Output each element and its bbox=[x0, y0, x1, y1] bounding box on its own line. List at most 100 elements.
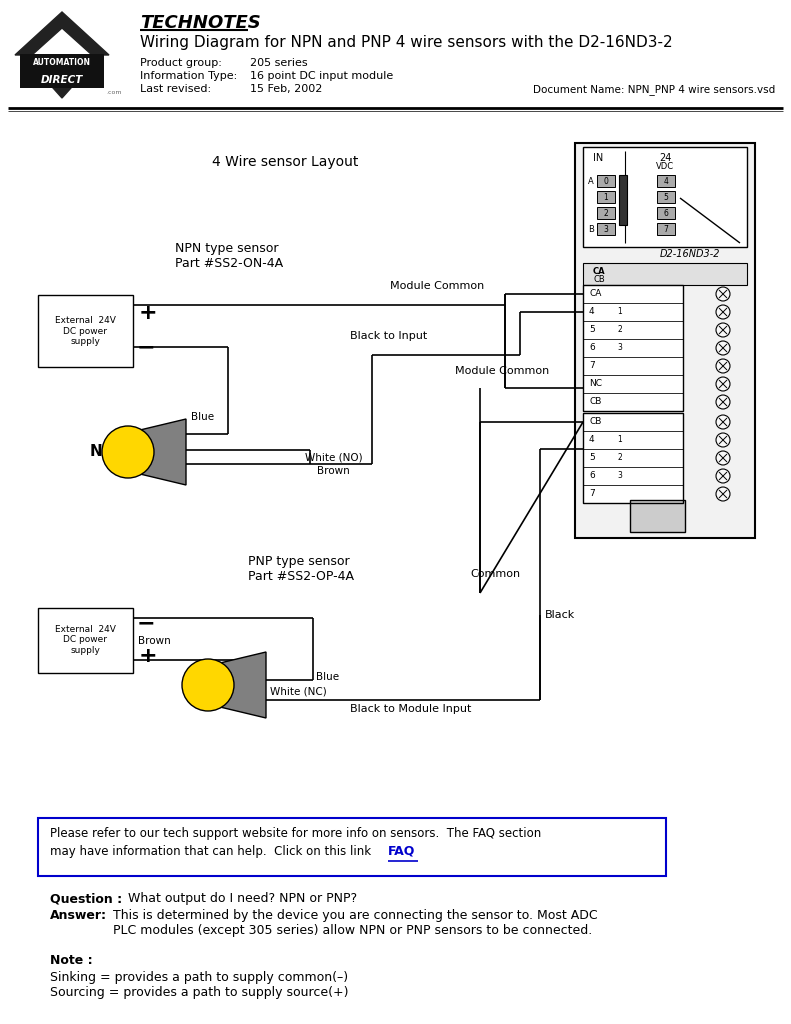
Circle shape bbox=[716, 469, 730, 483]
Bar bbox=[583, 339, 683, 357]
Text: −: − bbox=[137, 337, 156, 357]
Text: Module Common: Module Common bbox=[455, 366, 549, 376]
Bar bbox=[619, 175, 627, 225]
Bar bbox=[583, 375, 683, 393]
Polygon shape bbox=[220, 652, 266, 718]
Text: 5: 5 bbox=[589, 454, 595, 463]
Text: IN: IN bbox=[593, 153, 604, 163]
Text: Common: Common bbox=[470, 569, 520, 579]
Circle shape bbox=[716, 323, 730, 337]
Circle shape bbox=[716, 487, 730, 501]
Bar bbox=[20, 71, 104, 88]
Text: A: A bbox=[589, 176, 594, 185]
Circle shape bbox=[716, 359, 730, 373]
Circle shape bbox=[716, 377, 730, 391]
Text: PNP type sensor
Part #SS2-OP-4A: PNP type sensor Part #SS2-OP-4A bbox=[248, 555, 354, 583]
Text: 4: 4 bbox=[589, 435, 595, 444]
Text: NPN type sensor
Part #SS2-ON-4A: NPN type sensor Part #SS2-ON-4A bbox=[175, 242, 283, 270]
Bar bbox=[583, 321, 683, 339]
Text: 2: 2 bbox=[604, 209, 608, 217]
Text: Black: Black bbox=[545, 610, 575, 620]
Text: 1: 1 bbox=[618, 435, 623, 444]
Bar bbox=[38, 295, 133, 367]
Text: Last revised:: Last revised: bbox=[140, 84, 211, 94]
Polygon shape bbox=[28, 60, 96, 98]
Bar bbox=[38, 818, 666, 876]
Bar bbox=[657, 175, 675, 187]
Bar bbox=[657, 223, 675, 234]
Bar bbox=[657, 207, 675, 219]
Circle shape bbox=[716, 305, 730, 319]
Text: 15 Feb, 2002: 15 Feb, 2002 bbox=[250, 84, 323, 94]
Text: 205 series: 205 series bbox=[250, 58, 308, 68]
Text: 3: 3 bbox=[618, 343, 623, 352]
Text: 6: 6 bbox=[664, 209, 668, 217]
Text: 3: 3 bbox=[618, 471, 623, 480]
Bar bbox=[583, 147, 747, 247]
Text: CB: CB bbox=[589, 418, 601, 427]
Bar bbox=[583, 467, 683, 485]
Text: External  24V
DC power
supply: External 24V DC power supply bbox=[55, 625, 115, 655]
Circle shape bbox=[716, 395, 730, 409]
Text: Answer:: Answer: bbox=[50, 909, 107, 922]
Text: CB: CB bbox=[589, 397, 601, 407]
Bar bbox=[583, 357, 683, 375]
Text: 6: 6 bbox=[589, 343, 595, 352]
Text: 4: 4 bbox=[664, 176, 668, 185]
Text: 6: 6 bbox=[589, 471, 595, 480]
Bar bbox=[583, 431, 683, 449]
Bar bbox=[583, 303, 683, 321]
Circle shape bbox=[102, 426, 154, 478]
Text: B: B bbox=[588, 224, 594, 233]
Bar bbox=[583, 449, 683, 467]
Text: 1: 1 bbox=[618, 307, 623, 316]
Text: 2: 2 bbox=[618, 454, 623, 463]
Text: 7: 7 bbox=[664, 224, 668, 233]
Text: Sinking = provides a path to supply common(–)
Sourcing = provides a path to supp: Sinking = provides a path to supply comm… bbox=[50, 971, 349, 999]
Text: CB: CB bbox=[593, 275, 605, 284]
Circle shape bbox=[716, 415, 730, 429]
Polygon shape bbox=[140, 419, 186, 485]
Text: External  24V
DC power
supply: External 24V DC power supply bbox=[55, 316, 115, 346]
Circle shape bbox=[716, 433, 730, 447]
Bar bbox=[583, 413, 683, 503]
Text: This is determined by the device you are connecting the sensor to. Most ADC
PLC : This is determined by the device you are… bbox=[113, 909, 598, 937]
Text: AUTOMATION: AUTOMATION bbox=[33, 58, 91, 67]
Text: Blue: Blue bbox=[191, 412, 214, 422]
Bar bbox=[38, 608, 133, 673]
Bar bbox=[597, 223, 615, 234]
Text: 3: 3 bbox=[604, 224, 608, 233]
Text: Wiring Diagram for NPN and PNP 4 wire sensors with the D2-16ND3-2: Wiring Diagram for NPN and PNP 4 wire se… bbox=[140, 35, 672, 50]
Text: 4 Wire sensor Layout: 4 Wire sensor Layout bbox=[212, 155, 358, 169]
Bar bbox=[20, 54, 104, 71]
Text: CA: CA bbox=[589, 290, 601, 299]
Text: TECHNOTES: TECHNOTES bbox=[140, 14, 261, 32]
Bar bbox=[630, 500, 685, 532]
Text: FAQ: FAQ bbox=[388, 845, 415, 858]
Text: Brown: Brown bbox=[138, 636, 171, 646]
Text: Document Name: NPN_PNP 4 wire sensors.vsd: Document Name: NPN_PNP 4 wire sensors.vs… bbox=[533, 84, 775, 95]
Text: What output do I need? NPN or PNP?: What output do I need? NPN or PNP? bbox=[128, 892, 357, 905]
Circle shape bbox=[716, 341, 730, 355]
Text: 7: 7 bbox=[589, 361, 595, 371]
Text: Question :: Question : bbox=[50, 892, 122, 905]
Polygon shape bbox=[15, 12, 109, 55]
Text: −: − bbox=[137, 613, 156, 633]
Bar bbox=[583, 485, 683, 503]
Text: Blue: Blue bbox=[316, 672, 339, 682]
Text: DIRECT: DIRECT bbox=[41, 75, 83, 85]
Text: 0: 0 bbox=[604, 176, 608, 185]
Text: Product group:: Product group: bbox=[140, 58, 221, 68]
Bar bbox=[583, 413, 683, 431]
Text: 1: 1 bbox=[604, 193, 608, 202]
Text: VDC: VDC bbox=[656, 162, 674, 171]
Text: Information Type:: Information Type: bbox=[140, 71, 237, 81]
Circle shape bbox=[182, 659, 234, 711]
Text: D2-16ND3-2: D2-16ND3-2 bbox=[660, 249, 721, 259]
Text: White (NC): White (NC) bbox=[270, 686, 327, 696]
Text: +: + bbox=[139, 303, 157, 323]
Text: .com: .com bbox=[106, 89, 122, 94]
Text: CA: CA bbox=[593, 267, 606, 276]
Bar bbox=[583, 263, 747, 285]
Bar bbox=[583, 393, 683, 411]
